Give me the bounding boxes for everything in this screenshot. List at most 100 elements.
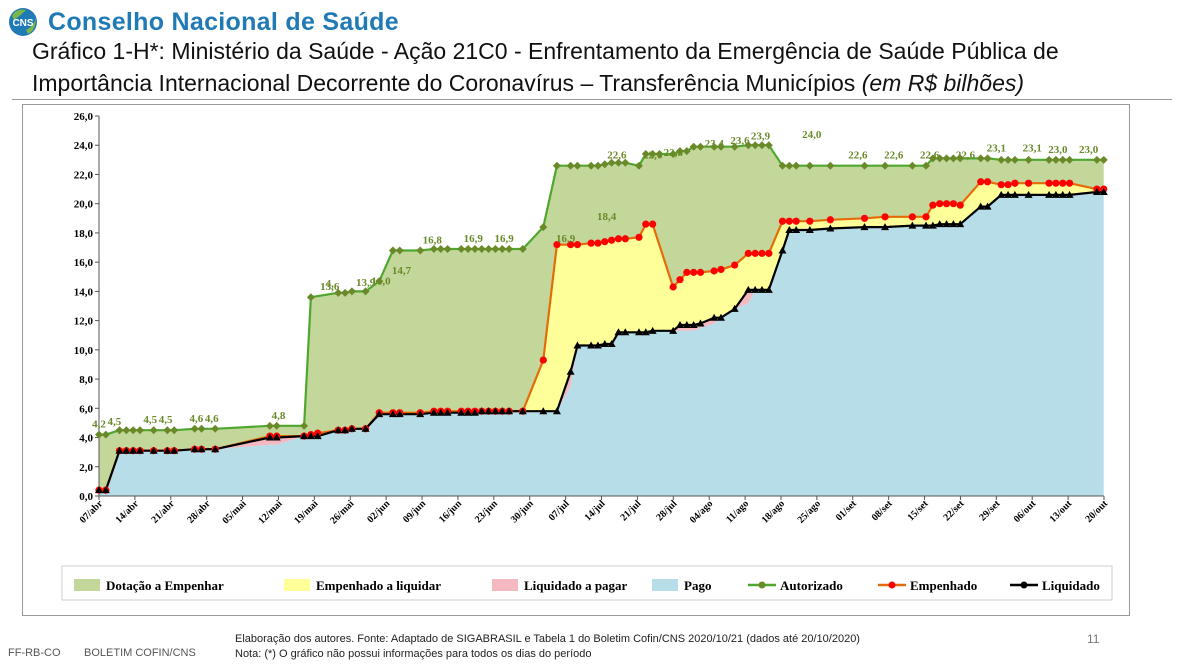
- marker-autorizado: [566, 161, 575, 170]
- marker-autorizado: [443, 245, 452, 253]
- footnote-note: Nota: (*) O gráfico não possui informaçõ…: [235, 648, 592, 660]
- marker-empenhado: [1065, 179, 1074, 187]
- marker-empenhado: [1059, 179, 1067, 187]
- data-label-autorizado: 4,: [326, 278, 335, 290]
- area-dotacao-a-empenhar: [99, 145, 1104, 491]
- marker-liquidado: [539, 407, 548, 415]
- marker-liquidado: [1051, 190, 1060, 198]
- marker-autorizado: [826, 161, 835, 170]
- marker-liquidado: [484, 407, 493, 415]
- marker-liquidado: [136, 446, 145, 454]
- legend-box: [61, 565, 1113, 601]
- marker-liquidado: [1010, 190, 1019, 198]
- marker-autorizado: [163, 426, 172, 435]
- marker-liquidado: [170, 446, 179, 454]
- data-label-autorizado: 23,4: [705, 138, 725, 150]
- legend-marker: [758, 581, 766, 589]
- legend-swatch: [492, 579, 518, 591]
- marker-autorizado: [928, 154, 937, 163]
- legend: Dotação a Empenhar Empenhado a liquidar Li…: [61, 565, 1113, 601]
- marker-empenhado: [587, 239, 595, 247]
- marker-liquidado: [764, 285, 773, 293]
- marker-autorizado: [170, 426, 179, 435]
- marker-liquidado: [600, 340, 609, 347]
- marker-autorizado: [122, 426, 131, 435]
- chart: 0,0 2,0 4,0 6,0 8,0 10,0 12,0 14,0 16,0 18,0 20,0 2…: [22, 104, 1130, 616]
- marker-empenhado: [1004, 181, 1012, 189]
- marker-empenhado: [785, 217, 793, 225]
- marker-autorizado: [190, 424, 199, 433]
- marker-liquidado: [361, 424, 370, 432]
- data-label-autorizado: 23,6: [730, 135, 750, 147]
- marker-autorizado: [634, 161, 643, 170]
- marker-autorizado: [129, 426, 138, 435]
- marker-liquidado: [388, 410, 397, 418]
- marker-autorizado: [956, 154, 965, 163]
- data-label-autorizado: 16,9: [464, 233, 484, 245]
- marker-empenhado: [1052, 179, 1060, 187]
- marker-empenhado: [744, 249, 752, 257]
- marker-autorizado: [655, 150, 664, 158]
- marker-autorizado: [300, 421, 309, 430]
- marker-liquidado: [566, 367, 575, 375]
- footnote-source: Elaboração dos autores. Fonte: Adaptado …: [235, 633, 860, 645]
- y-tick-label: 14,0: [74, 286, 94, 298]
- marker-liquidado: [416, 410, 425, 418]
- marker-liquidado: [313, 432, 322, 440]
- data-label-autorizado: 13,9: [356, 277, 376, 289]
- marker-autorizado: [730, 142, 739, 151]
- marker-autorizado: [436, 245, 445, 253]
- marker-autorizado: [477, 245, 486, 253]
- page-number: 11: [1087, 632, 1100, 646]
- marker-empenhado: [683, 268, 691, 276]
- org-name: Conselho Nacional de Saúde: [48, 8, 399, 36]
- marker-empenhado: [717, 265, 725, 274]
- marker-autorizado: [757, 141, 766, 150]
- marker-liquidado: [491, 407, 500, 415]
- data-label-autorizado: 13,6: [320, 281, 340, 293]
- marker-liquidado: [928, 221, 937, 229]
- marker-liquidado: [197, 445, 206, 453]
- legend-marker: [888, 581, 896, 589]
- marker-autorizado: [593, 161, 602, 170]
- marker-autorizado: [614, 158, 623, 167]
- legend-swatch: [284, 579, 310, 591]
- marker-liquidado: [129, 446, 138, 454]
- y-tick-label: 2,0: [79, 462, 93, 474]
- marker-autorizado: [464, 245, 473, 253]
- series-markers: [95, 141, 1108, 494]
- marker-autorizado: [136, 426, 145, 435]
- marker-empenhado: [977, 178, 985, 186]
- marker-empenhado: [765, 249, 773, 257]
- marker-autorizado: [518, 245, 527, 253]
- marker-autorizado: [416, 246, 425, 255]
- marker-liquidado: [457, 408, 466, 416]
- data-label-autorizado: 22,6: [607, 150, 627, 162]
- marker-liquidado: [436, 408, 445, 416]
- marker-empenhado: [573, 241, 582, 249]
- marker-autorizado: [1024, 155, 1033, 164]
- marker-liquidado: [505, 407, 514, 415]
- marker-liquidado: [785, 226, 794, 233]
- legend-item-label: Autorizado: [780, 578, 843, 593]
- legend-swatch: [74, 579, 100, 591]
- marker-liquidado: [211, 445, 220, 453]
- cns-logo: CNS: [9, 8, 37, 36]
- marker-liquidado: [300, 432, 309, 440]
- marker-autorizado: [1099, 155, 1108, 164]
- marker-liquidado: [1045, 190, 1054, 198]
- data-label-autorizado: 23,9: [751, 131, 771, 143]
- marker-liquidado: [190, 445, 199, 453]
- legend-item-label: Liquidado: [1042, 578, 1100, 593]
- marker-liquidado: [306, 432, 315, 440]
- marker-liquidado: [101, 486, 110, 494]
- marker-autorizado: [470, 245, 479, 253]
- marker-empenhado: [949, 200, 957, 208]
- marker-liquidado: [716, 313, 725, 321]
- marker-autorizado: [1051, 155, 1060, 164]
- marker-liquidado: [935, 220, 944, 228]
- data-label-autorizado: 16,8: [423, 234, 443, 246]
- legend-item-label: Dotação a Empenhar: [106, 578, 224, 593]
- marker-liquidado: [498, 407, 507, 415]
- data-label-autorizado: 4,6: [205, 413, 219, 425]
